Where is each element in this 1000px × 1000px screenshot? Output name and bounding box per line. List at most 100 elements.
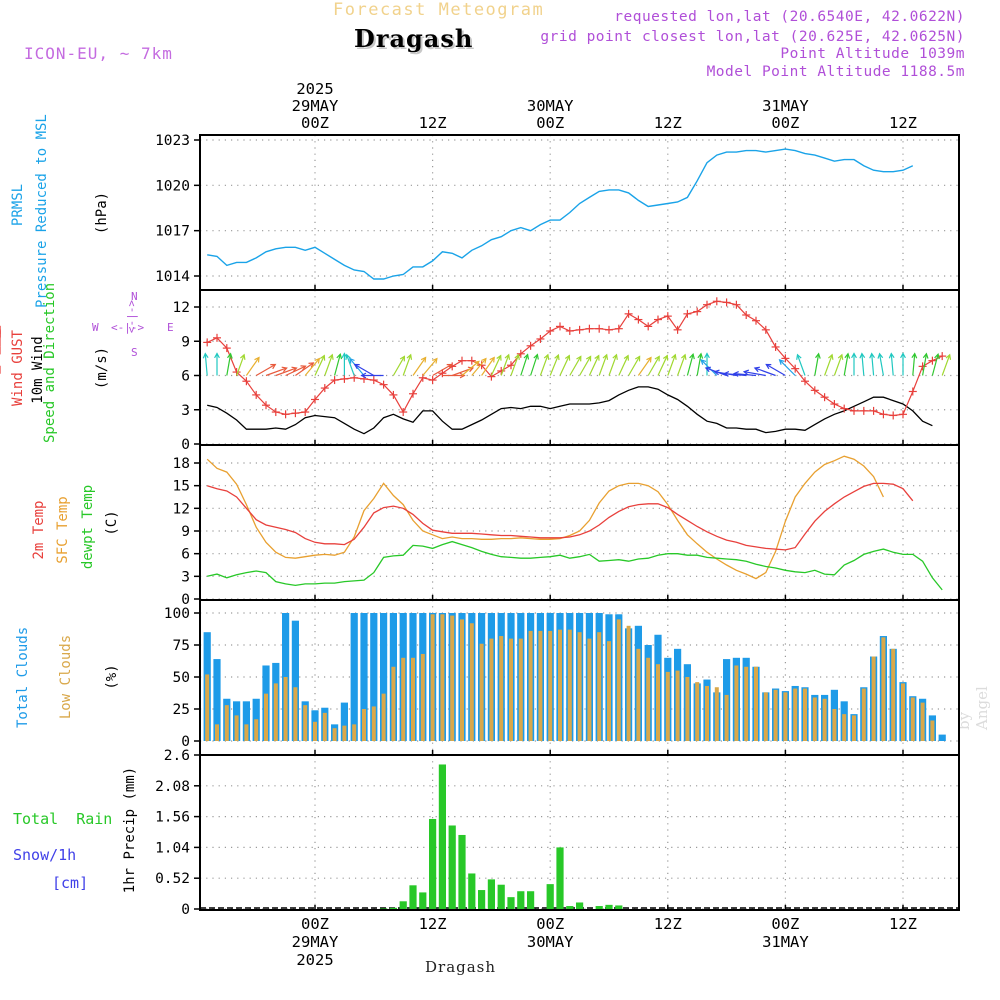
sfc-temp-line <box>206 455 884 580</box>
wind-arrow-head <box>399 355 406 362</box>
low-cloud-bar <box>685 677 690 741</box>
low-cloud-bar <box>695 682 700 741</box>
low-cloud-bar <box>313 721 317 741</box>
low-cloud-bar <box>548 630 553 741</box>
low-cloud-bar <box>881 637 886 741</box>
gust-marker <box>673 325 682 334</box>
time-label-top: 31MAY <box>762 97 809 115</box>
gridpoint-coords: grid point closest lon,lat (20.625E, 42.… <box>540 29 965 45</box>
low-cloud-bar <box>440 614 445 741</box>
wind-arrow-head <box>681 353 687 360</box>
wind-arrow-head <box>214 352 220 359</box>
gust-marker <box>742 310 751 319</box>
gust-marker <box>722 298 731 307</box>
low-cloud-bar <box>910 697 915 741</box>
total-cloud-bar <box>380 613 388 741</box>
gust-marker <box>516 349 525 358</box>
low-cloud-bar <box>401 657 406 741</box>
gust-marker <box>546 326 555 335</box>
y-tick-label: 0 <box>181 592 190 608</box>
wind-arrow <box>354 363 375 377</box>
low-cloud-bar <box>224 705 229 741</box>
low-cloud-bar <box>705 685 709 741</box>
precip-bar <box>458 834 466 909</box>
gust-marker <box>771 342 780 351</box>
gust-marker <box>340 374 349 383</box>
panel-frame <box>199 754 960 911</box>
low-cloud-bar <box>567 629 572 741</box>
wind-arrow-head <box>254 356 260 363</box>
low-cloud-bar <box>322 712 327 741</box>
wind-arrow-head <box>336 352 343 360</box>
compass-e: E <box>167 321 174 334</box>
gust-marker <box>663 312 672 321</box>
wind-arrow <box>314 355 325 376</box>
wind-arrow-head <box>523 353 530 360</box>
gust-marker <box>634 315 643 324</box>
panel-frame <box>199 134 960 291</box>
gust-marker <box>301 408 310 417</box>
wind-arrow-head <box>704 366 711 373</box>
precip-bar <box>487 879 495 909</box>
wind-arrow-head <box>594 354 600 361</box>
y-tick-label: 2.6 <box>164 748 190 764</box>
wind-arrow <box>677 354 686 376</box>
wind-arrow <box>520 354 529 376</box>
wind-arrow-head <box>900 352 906 359</box>
gust-marker <box>703 300 711 309</box>
low-cloud-bar <box>724 694 729 741</box>
gust-marker <box>918 362 927 371</box>
y-tick-label: 6 <box>181 547 190 563</box>
wind-arrow-head <box>869 352 875 359</box>
y-tick-label: 12 <box>173 300 190 316</box>
precip-bar <box>438 764 446 909</box>
wind-arrow <box>471 358 487 376</box>
time-label-top: 29MAY <box>292 97 339 115</box>
wind-arrow <box>265 367 287 377</box>
precip-bar <box>566 906 574 909</box>
low-cloud-bar <box>362 709 366 741</box>
compass-we: <-|-> <box>111 321 145 334</box>
wind-arrow <box>295 362 314 376</box>
precip-bar <box>409 885 417 909</box>
total-cloud-bar <box>340 702 348 741</box>
low-cloud-bar <box>254 719 259 741</box>
wind-arrow <box>346 354 355 376</box>
low-cloud-bar <box>499 636 504 741</box>
wind-arrow-head <box>778 358 785 365</box>
time-label-bottom: 00Z <box>301 915 329 933</box>
y-tick-label: 75 <box>173 638 190 654</box>
low-cloud-bar <box>675 670 680 741</box>
low-cloud-bar <box>901 683 905 741</box>
low-cloud-bar <box>763 692 768 741</box>
low-cloud-bar <box>538 630 543 741</box>
low-cloud-bar <box>518 638 523 741</box>
gust-marker <box>311 395 319 404</box>
wind-arrow-head <box>765 363 772 370</box>
wind-arrow <box>275 367 297 377</box>
time-label-bottom: 12Z <box>419 915 447 933</box>
footer-location: Dragash <box>425 958 497 976</box>
gust-marker <box>565 326 574 335</box>
gust-marker <box>605 325 613 334</box>
time-label-bottom: 31MAY <box>762 933 809 951</box>
low-cloud-bar <box>920 702 925 741</box>
low-cloud-bar <box>371 706 376 741</box>
low-cloud-bar <box>244 724 249 741</box>
model-altitude: Model Point Altitude 1188.5m <box>706 64 965 80</box>
precip-bar <box>389 907 397 909</box>
low-cloud-bar <box>469 623 474 741</box>
wind-arrow <box>941 354 951 376</box>
time-label-top: 00Z <box>536 114 564 132</box>
y-tick-label: 6 <box>181 369 190 385</box>
wind-arrow-head <box>911 352 918 359</box>
wind-arrow <box>824 354 833 376</box>
low-cloud-bar <box>528 630 533 741</box>
wind-arrow <box>628 356 641 376</box>
wind-arrow-head <box>945 353 952 360</box>
wind-arrow <box>432 363 452 377</box>
low-cloud-bar <box>803 688 807 741</box>
low-cloud-bar <box>283 677 288 741</box>
low-cloud-bar <box>636 648 641 741</box>
wind-arrow <box>878 353 884 376</box>
